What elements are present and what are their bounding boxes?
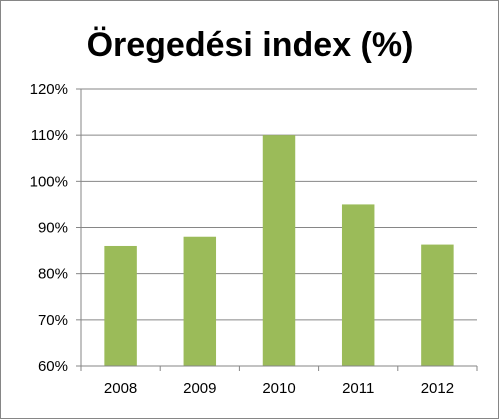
x-tick-label: 2008: [104, 380, 137, 397]
axis-layer: [76, 88, 478, 371]
bar: [183, 236, 217, 366]
bar-layer: [104, 135, 454, 366]
y-tick-label: 110%: [31, 127, 68, 144]
y-tick-label: 80%: [38, 266, 68, 283]
y-tick-label: 100%: [30, 173, 68, 190]
bar: [341, 204, 375, 366]
x-tick-label: 2012: [421, 380, 454, 397]
y-tick-label: 70%: [38, 312, 68, 329]
y-tick-label: 60%: [38, 358, 68, 375]
x-tick-label: 2011: [342, 380, 374, 397]
bar: [104, 245, 137, 366]
label-layer: 60% 70% 80% 90% 100% 110% 120% 2008 2009 2010 2011…: [30, 81, 454, 397]
chart-title: Öregedési index (%): [87, 26, 414, 64]
bar: [421, 244, 454, 366]
x-tick-label: 2009: [183, 380, 216, 397]
bar: [262, 135, 296, 366]
x-tick-label: 2010: [262, 380, 295, 397]
y-tick-label: 90%: [38, 220, 68, 237]
y-tick-label: 120%: [30, 81, 68, 98]
